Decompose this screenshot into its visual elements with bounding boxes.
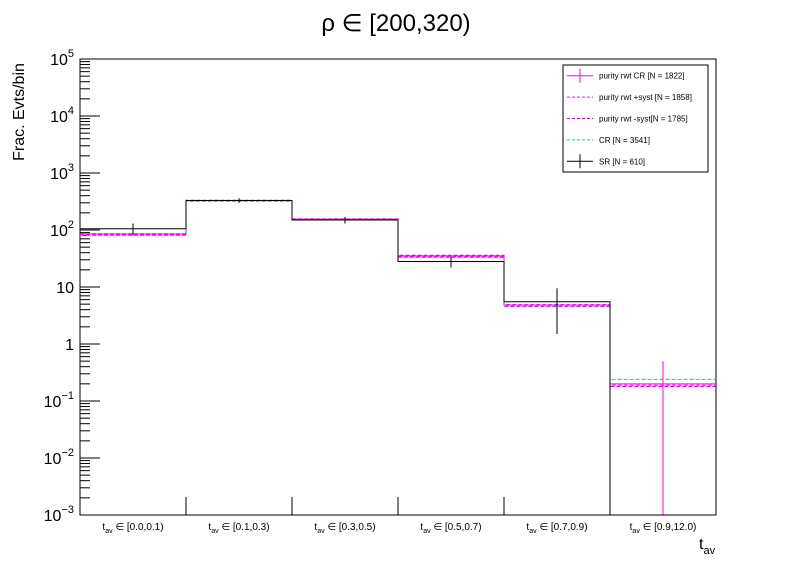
y-tick-label-base: 10 — [50, 52, 68, 69]
y-tick-label-base: 10 — [44, 508, 62, 525]
legend-entry-label: SR [N = 610] — [599, 157, 645, 166]
x-tick-label-sub: av — [211, 528, 219, 535]
x-tick-label-sub: av — [423, 528, 431, 535]
x-tick-label-main: t — [630, 522, 633, 533]
y-tick-label-base: 10 — [44, 394, 62, 411]
series-step-5 — [80, 199, 716, 516]
y-tick-label-exponent: 5 — [68, 48, 74, 60]
x-tick-label-range: ∈ [0.1,0.3) — [219, 522, 270, 533]
x-tick-label: tav ∈ [0.5,0.7) — [420, 522, 481, 535]
y-tick-label-exponent: −3 — [61, 504, 74, 516]
y-tick-label-base: 10 — [44, 451, 62, 468]
y-tick-label: 10−1 — [44, 390, 74, 411]
x-tick-label: tav ∈ [0.7,0.9) — [526, 522, 587, 535]
x-tick-label-sub: av — [632, 528, 640, 535]
legend-entry-label: purity rwt +syst [N = 1858] — [599, 93, 692, 102]
x-tick-label: tav ∈ [0.9,12.0) — [630, 522, 697, 535]
y-tick-label-exponent: −1 — [61, 390, 74, 402]
x-tick-label-range: ∈ [0.5,0.7) — [431, 522, 482, 533]
x-tick-label-main: t — [420, 522, 423, 533]
x-tick-label: tav ∈ [0.1,0.3) — [208, 522, 269, 535]
x-axis-label-main: t — [699, 536, 704, 553]
x-tick-label-main: t — [526, 522, 529, 533]
y-tick-label: 1 — [65, 337, 74, 354]
x-tick-label-main: t — [314, 522, 317, 533]
legend: purity rwt CR [N = 1822] purity rwt +syst… — [562, 64, 709, 173]
x-tick-label-range: ∈ [0.7,0.9) — [537, 522, 588, 533]
x-tick-label: tav ∈ [0.3,0.5) — [314, 522, 375, 535]
y-tick-label: 104 — [50, 105, 74, 126]
y-tick-label-exponent: 3 — [68, 162, 74, 174]
x-tick-label-sub: av — [529, 528, 537, 535]
y-tick-label-exponent: 2 — [68, 219, 74, 231]
y-tick-label-base: 10 — [50, 223, 68, 240]
x-tick-label: tav ∈ [0.0,0.1) — [102, 522, 163, 535]
y-tick-label-base: 10 — [56, 280, 74, 297]
chart-title: ρ ∈ [200,320) — [321, 10, 470, 37]
x-tick-label-range: ∈ [0.0,0.1) — [113, 522, 164, 533]
y-tick-label: 10−2 — [44, 447, 74, 468]
y-tick-label-base: 1 — [65, 337, 74, 354]
x-axis-label: tav — [699, 536, 716, 557]
x-tick-label-sub: av — [317, 528, 325, 535]
legend-entry-label: CR [N = 3541] — [599, 136, 650, 145]
legend-entry-label: purity rwt -syst[N = 1785] — [599, 115, 688, 124]
y-tick-label-exponent: 4 — [68, 105, 74, 117]
y-tick-label: 105 — [50, 48, 74, 69]
y-tick-label: 10−3 — [44, 504, 74, 525]
y-tick-label: 103 — [50, 162, 74, 183]
x-tick-label-range: ∈ [0.3,0.5) — [325, 522, 376, 533]
x-axis-label-sub: av — [703, 545, 715, 557]
y-tick-label: 102 — [50, 219, 74, 240]
y-tick-label: 10 — [56, 280, 74, 297]
x-tick-label-range: ∈ [0.9,12.0) — [640, 522, 697, 533]
x-tick-label-main: t — [208, 522, 211, 533]
x-tick-label-main: t — [102, 522, 105, 533]
y-tick-label-base: 10 — [50, 166, 68, 183]
y-tick-label-exponent: −2 — [61, 447, 74, 459]
y-axis-label: Frac. Evts/bin — [11, 63, 28, 161]
legend-entry-label: purity rwt CR [N = 1822] — [599, 72, 685, 81]
x-tick-label-sub: av — [105, 528, 113, 535]
y-tick-label-base: 10 — [50, 109, 68, 126]
